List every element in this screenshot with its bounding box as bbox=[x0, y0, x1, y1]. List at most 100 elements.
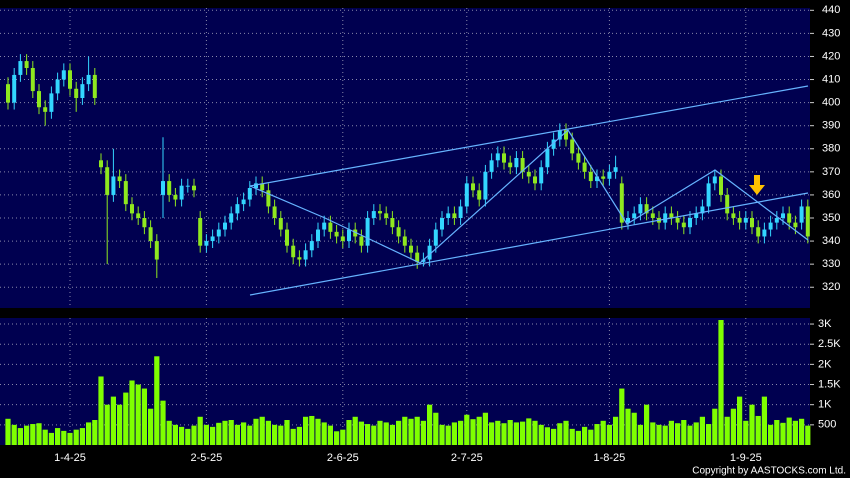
candle-body bbox=[235, 204, 240, 214]
volume-bar bbox=[600, 420, 606, 445]
volume-bar bbox=[61, 430, 67, 445]
candle-body bbox=[334, 231, 339, 237]
candle-body bbox=[471, 183, 475, 191]
candle-body bbox=[464, 183, 469, 207]
volume-bar bbox=[768, 424, 774, 445]
trend-line bbox=[249, 192, 809, 296]
y-tick-label: 360 bbox=[822, 189, 840, 201]
volume-bar bbox=[755, 415, 761, 445]
candle-body bbox=[371, 211, 376, 218]
volume-bar bbox=[761, 396, 767, 445]
volume-bar bbox=[154, 356, 160, 445]
candle-body bbox=[433, 229, 438, 246]
volume-bar bbox=[476, 416, 482, 445]
volume-bar bbox=[278, 425, 284, 445]
volume-bar bbox=[42, 429, 48, 445]
volume-bar bbox=[706, 424, 712, 445]
candle-body bbox=[644, 204, 649, 214]
candle-body bbox=[254, 183, 258, 188]
candle-body bbox=[706, 183, 711, 207]
volume-bar bbox=[656, 424, 662, 445]
volume-bar bbox=[55, 428, 61, 445]
candle-body bbox=[551, 139, 556, 149]
x-tick-label: 1-4-25 bbox=[54, 452, 86, 464]
candle-body bbox=[210, 236, 215, 242]
candle-body bbox=[396, 227, 401, 237]
volume-bar bbox=[569, 428, 575, 445]
candle-body bbox=[37, 91, 41, 108]
candle-body bbox=[192, 185, 196, 191]
candle-body bbox=[545, 148, 550, 168]
candle-body bbox=[477, 190, 482, 200]
candle-body bbox=[526, 171, 531, 177]
candle-body bbox=[167, 181, 172, 195]
volume-bar bbox=[104, 404, 110, 445]
candle-body bbox=[427, 245, 432, 260]
volume-bar bbox=[668, 420, 674, 445]
volume-bar bbox=[396, 420, 402, 445]
volume-bar bbox=[241, 422, 247, 445]
volume-bar bbox=[290, 428, 296, 445]
volume-bar bbox=[575, 430, 581, 445]
volume-bar bbox=[92, 420, 98, 445]
candle-body bbox=[111, 176, 116, 195]
candle-body bbox=[247, 188, 252, 200]
volume-bar bbox=[36, 423, 42, 445]
candle-body bbox=[774, 218, 779, 223]
candle-body bbox=[409, 245, 413, 253]
y-tick-label: 2.5K bbox=[818, 338, 841, 350]
candle-body bbox=[18, 61, 23, 75]
y-tick-label: 1K bbox=[818, 399, 832, 411]
x-tick-label: 2-6-25 bbox=[327, 452, 359, 464]
volume-bar bbox=[482, 412, 488, 445]
volume-bar bbox=[681, 420, 687, 445]
candle-body bbox=[285, 229, 289, 246]
volume-bar bbox=[588, 429, 594, 445]
candle-body bbox=[297, 257, 302, 260]
volume-bar bbox=[613, 416, 619, 445]
candle-body bbox=[353, 229, 358, 237]
volume-bar bbox=[724, 416, 730, 445]
candle-body bbox=[99, 160, 103, 168]
candle-body bbox=[694, 213, 699, 218]
volume-bar bbox=[210, 426, 216, 445]
volume-bar bbox=[377, 420, 383, 445]
volume-bar bbox=[79, 428, 85, 445]
candle-body bbox=[204, 241, 209, 246]
y-tick-label: 500 bbox=[818, 419, 836, 431]
volume-bar bbox=[551, 428, 557, 445]
volume-bar bbox=[185, 428, 191, 445]
volume-bar bbox=[737, 396, 743, 445]
volume-bar bbox=[544, 427, 550, 445]
volume-bar bbox=[352, 416, 358, 445]
volume-bar bbox=[774, 420, 780, 445]
candle-body bbox=[743, 218, 748, 223]
volume-bar bbox=[743, 420, 749, 445]
candle-body bbox=[688, 218, 692, 228]
candle-body bbox=[613, 167, 618, 172]
candle-body bbox=[712, 176, 717, 184]
candle-body bbox=[588, 171, 593, 182]
candle-body bbox=[626, 218, 630, 223]
y-tick-label: 2K bbox=[818, 358, 832, 370]
candle-body bbox=[384, 213, 389, 218]
volume-bar bbox=[17, 428, 23, 445]
volume-bar bbox=[420, 420, 426, 445]
volume-bar bbox=[445, 425, 451, 445]
candle-body bbox=[340, 236, 345, 242]
y-tick-label: 390 bbox=[822, 120, 840, 132]
volume-bar bbox=[334, 431, 340, 445]
volume-bar bbox=[433, 412, 439, 445]
volume-bar bbox=[538, 424, 544, 445]
candle-body bbox=[669, 213, 674, 218]
candle-body bbox=[61, 70, 66, 80]
candle-body bbox=[68, 70, 72, 89]
candle-body bbox=[130, 204, 134, 214]
volume-bar bbox=[799, 418, 805, 445]
candle-body bbox=[440, 218, 444, 230]
candle-body bbox=[675, 218, 680, 223]
volume-bar bbox=[427, 404, 433, 445]
volume-bar bbox=[86, 422, 92, 445]
candle-body bbox=[502, 153, 506, 163]
volume-bar bbox=[358, 421, 364, 445]
